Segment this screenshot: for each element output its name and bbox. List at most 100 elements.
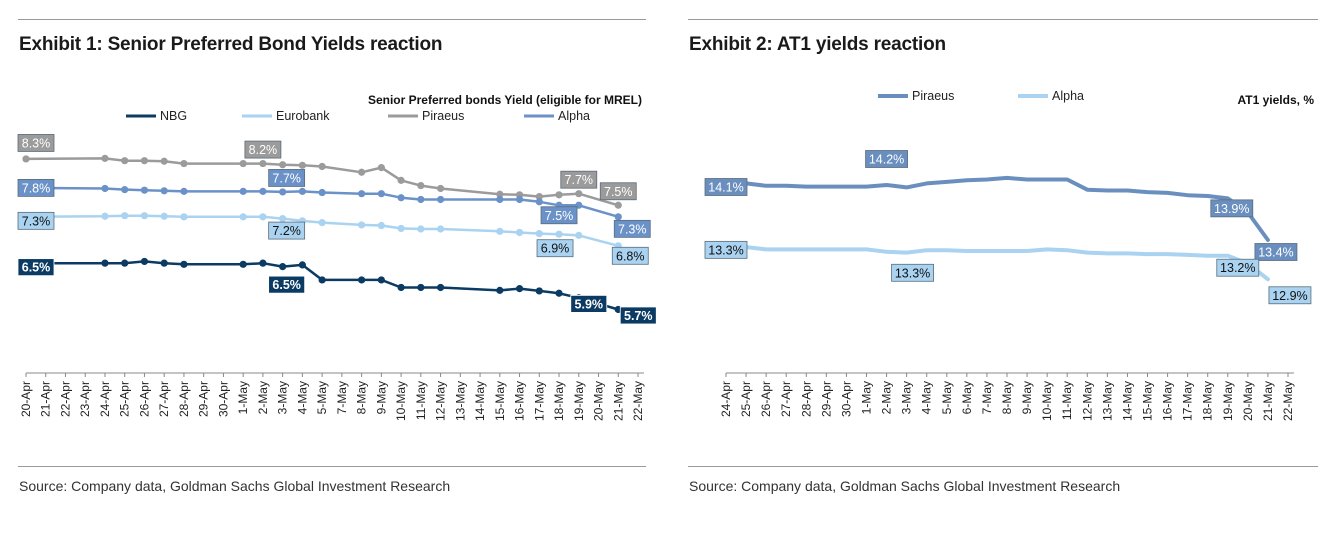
data-label-text: 7.7%: [272, 171, 301, 185]
data-label-text: 14.2%: [869, 153, 904, 167]
data-point-piraeus: [279, 161, 287, 169]
x-tick-label: 1-May: [860, 381, 874, 414]
data-point-alpha: [358, 190, 366, 198]
data-label-piraeus: 8.3%: [17, 134, 55, 152]
bottom-rule: [688, 466, 1318, 467]
data-point-piraeus: [436, 184, 445, 193]
data-label-alpha: 13.2%: [1216, 258, 1260, 277]
data-point-nbg: [180, 260, 188, 268]
data-label-alpha: 7.3%: [613, 219, 651, 238]
data-point-piraeus: [259, 159, 267, 168]
legend-item-piraeus: Piraeus: [878, 89, 954, 103]
x-tick-label: 12-May: [434, 381, 448, 421]
x-tick-label: 2-May: [880, 381, 894, 414]
x-tick-label: 24-Apr: [719, 381, 733, 417]
data-point-eurobank: [279, 214, 287, 223]
data-label-piraeus: 13.9%: [1210, 199, 1254, 218]
data-label-text: 7.8%: [22, 181, 51, 195]
data-label-eurobank: 7.2%: [268, 221, 306, 240]
series-line-eurobank: [24, 214, 620, 248]
data-label-box: [17, 178, 55, 197]
data-label-box: [244, 140, 282, 159]
data-point-nbg: [496, 286, 504, 294]
data-label-box: [1216, 258, 1260, 277]
data-label-text: 7.5%: [604, 185, 633, 199]
data-label-text: 13.2%: [1220, 261, 1255, 275]
data-point-alpha: [298, 187, 306, 195]
data-label-box: [599, 182, 637, 201]
data-point-eurobank: [318, 219, 326, 227]
x-tick-label: 21-May: [611, 381, 625, 421]
x-tick-label: 14-May: [473, 381, 487, 421]
exhibit-2-title: Exhibit 2: AT1 yields reaction: [689, 34, 946, 55]
data-point-eurobank: [377, 221, 385, 230]
data-point-alpha: [101, 184, 109, 193]
x-tick-label: 13-May: [1100, 381, 1114, 421]
data-point-alpha: [180, 187, 188, 195]
data-labels: 8.3% 8.2% 7.7% 7.5% 7.8% 7.7% 7.5% 7.3% 7.3% 7.2%…: [17, 134, 657, 325]
data-label-text: 6.8%: [616, 249, 645, 263]
data-label-box: [560, 170, 598, 189]
data-point-alpha: [377, 190, 385, 198]
data-label-eurobank: 6.8%: [611, 246, 649, 265]
data-point-nbg: [318, 276, 326, 284]
series-piraeus: [22, 154, 622, 209]
data-label-text: 7.3%: [22, 214, 51, 228]
x-tick-label: 9-May: [1020, 381, 1034, 414]
x-tick-label: 3-May: [900, 381, 914, 414]
data-point-nbg: [377, 276, 385, 284]
data-label-box: [865, 150, 908, 168]
x-tick-label: 8-May: [355, 381, 369, 414]
data-point-nbg: [239, 260, 247, 268]
data-label-text: 13.3%: [895, 266, 930, 280]
x-tick-label: 24-Apr: [98, 381, 112, 417]
x-tick-label: 27-Apr: [157, 381, 171, 417]
data-label-text: 6.9%: [541, 242, 570, 256]
x-tick-label: 14-May: [1120, 381, 1134, 421]
x-tick-label: 17-May: [532, 381, 546, 421]
data-label-box: [570, 294, 608, 313]
data-point-nbg: [121, 259, 129, 267]
x-tick-label: 15-May: [1141, 381, 1155, 421]
data-label-piraeus: 7.5%: [599, 182, 637, 201]
x-tick-label: 21-May: [1261, 381, 1275, 421]
data-point-nbg: [555, 289, 563, 297]
data-point-nbg: [358, 276, 366, 284]
data-point-eurobank: [555, 230, 563, 238]
data-label-box: [704, 178, 748, 196]
top-rule: [18, 19, 646, 20]
data-point-piraeus: [160, 157, 168, 165]
exhibit-2: Exhibit 2: AT1 yields reaction AT1 yield…: [688, 0, 1318, 533]
data-point-eurobank: [140, 212, 149, 220]
data-point-nbg: [279, 263, 287, 271]
data-point-eurobank: [535, 230, 543, 238]
data-label-text: 5.7%: [624, 309, 653, 323]
data-label-box: [1210, 199, 1254, 218]
x-tick-label: 5-May: [940, 381, 954, 414]
data-label-box: [268, 169, 306, 187]
data-label-piraeus: 8.2%: [244, 140, 282, 159]
x-tick-label: 5-May: [315, 381, 329, 414]
x-tick-label: 20-May: [592, 381, 606, 421]
data-label-box: [1268, 286, 1312, 305]
x-tick-label: 7-May: [335, 381, 349, 414]
data-point-piraeus: [121, 157, 129, 165]
data-point-piraeus: [417, 181, 425, 190]
data-point-nbg: [298, 261, 306, 269]
x-tick-label: 29-Apr: [197, 381, 211, 417]
data-point-alpha: [121, 186, 129, 194]
chart-title: Senior Preferred bonds Yield (eligible f…: [368, 93, 642, 107]
data-point-eurobank: [259, 213, 267, 221]
data-point-piraeus: [180, 159, 188, 168]
series-eurobank: [22, 212, 622, 250]
x-tick-label: 4-May: [920, 381, 934, 414]
series-line-piraeus: [24, 157, 620, 207]
x-tick-label: 11-May: [1060, 381, 1074, 420]
data-point-eurobank: [101, 212, 109, 220]
legend-item-eurobank: Eurobank: [242, 109, 330, 123]
data-point-alpha: [239, 187, 247, 195]
series-line-alpha: [724, 245, 1270, 282]
legend-item-nbg: NBG: [126, 109, 187, 123]
x-tick-label: 18-May: [1201, 381, 1215, 421]
data-point-eurobank: [397, 224, 405, 233]
